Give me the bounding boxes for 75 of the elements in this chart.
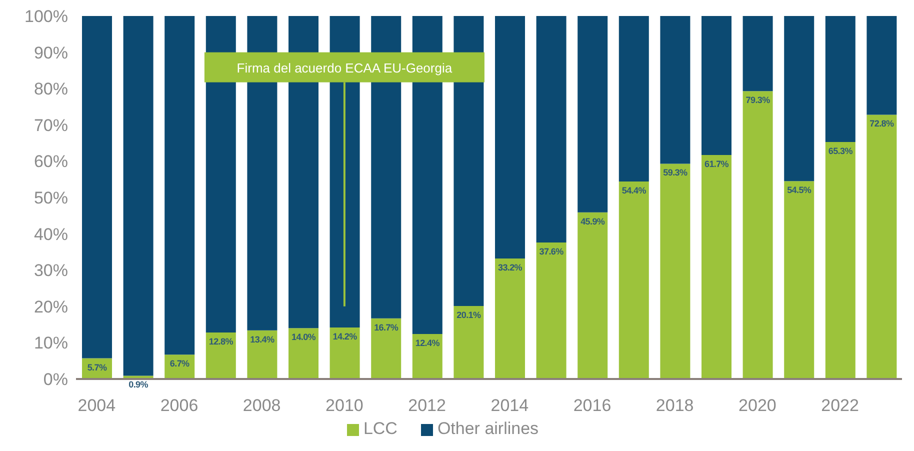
bar — [412, 334, 442, 379]
y-tick-label: 30% — [34, 261, 68, 280]
y-tick-label: 60% — [34, 152, 68, 172]
data-label: 13.4% — [250, 334, 274, 344]
x-tick-label: 2010 — [326, 396, 364, 416]
bar — [742, 91, 773, 379]
bar — [82, 16, 112, 358]
data-label: 61.7% — [704, 159, 729, 170]
bar — [866, 114, 897, 379]
data-label: 54.5% — [787, 185, 812, 196]
bar — [206, 16, 236, 333]
bar — [578, 16, 608, 212]
y-tick-label: 80% — [34, 80, 68, 99]
y-tick-label: 90% — [34, 43, 68, 62]
bar — [578, 212, 608, 379]
bar — [825, 142, 856, 379]
x-tick-label: 2018 — [656, 396, 694, 416]
data-label: 14.0% — [291, 332, 316, 342]
data-label: 45.9% — [580, 216, 605, 226]
data-label: 5.7% — [87, 362, 107, 372]
x-tick-label: 2004 — [78, 396, 116, 416]
x-tick-label: 2006 — [160, 396, 198, 416]
y-tick-label: 50% — [34, 188, 68, 208]
legend-label: Other airlines — [437, 419, 539, 438]
data-label: 12.8% — [208, 336, 234, 347]
bar — [618, 16, 649, 182]
data-label: 59.3% — [663, 168, 688, 178]
bar — [536, 242, 566, 379]
bar — [702, 155, 732, 379]
bar — [371, 318, 402, 379]
bar — [206, 332, 236, 379]
x-tick-label: 2014 — [490, 396, 529, 416]
bar — [742, 16, 773, 92]
y-tick-label: 20% — [34, 297, 68, 316]
data-label: 33.2% — [498, 262, 522, 272]
data-label: 79.3% — [746, 95, 770, 106]
x-tick-label: 2008 — [242, 396, 281, 416]
bar — [495, 258, 525, 379]
bar — [288, 328, 318, 379]
x-tick-label: 2016 — [573, 396, 612, 416]
bar — [866, 16, 897, 115]
y-tick-label: 10% — [34, 334, 68, 353]
x-tick-label: 2020 — [738, 396, 776, 416]
bar — [536, 16, 566, 243]
x-tick-label: 2012 — [408, 396, 446, 416]
bar — [330, 327, 360, 379]
data-label: 14.2% — [332, 331, 358, 342]
bar — [495, 16, 525, 258]
x-tick-label: 2022 — [821, 396, 859, 416]
data-label: 0.9% — [128, 380, 148, 390]
ref-line-label: Firma del acuerdo ECAA EU-Georgia — [236, 60, 453, 76]
data-label: 65.3% — [828, 146, 853, 156]
bar — [618, 182, 649, 379]
data-label: 20.1% — [456, 310, 481, 320]
data-label: 54.4% — [622, 186, 646, 196]
bar — [784, 181, 814, 379]
data-label: 16.7% — [374, 322, 398, 332]
bar — [660, 164, 690, 379]
y-tick-label: 40% — [34, 224, 68, 244]
legend-label: LCC — [363, 419, 398, 438]
bar — [784, 16, 814, 182]
data-label: 6.7% — [170, 358, 190, 369]
y-tick-label: 100% — [24, 7, 68, 26]
bar — [247, 330, 278, 379]
bar — [454, 306, 484, 379]
bar — [660, 16, 690, 164]
bar — [702, 16, 732, 156]
data-label: 72.8% — [870, 118, 894, 129]
data-label: 37.6% — [539, 246, 564, 257]
bar — [825, 16, 856, 142]
y-tick-label: 0% — [43, 370, 68, 390]
y-tick-label: 70% — [34, 116, 68, 135]
bar — [123, 16, 154, 376]
data-label: 12.4% — [415, 338, 440, 348]
bar — [164, 16, 195, 355]
